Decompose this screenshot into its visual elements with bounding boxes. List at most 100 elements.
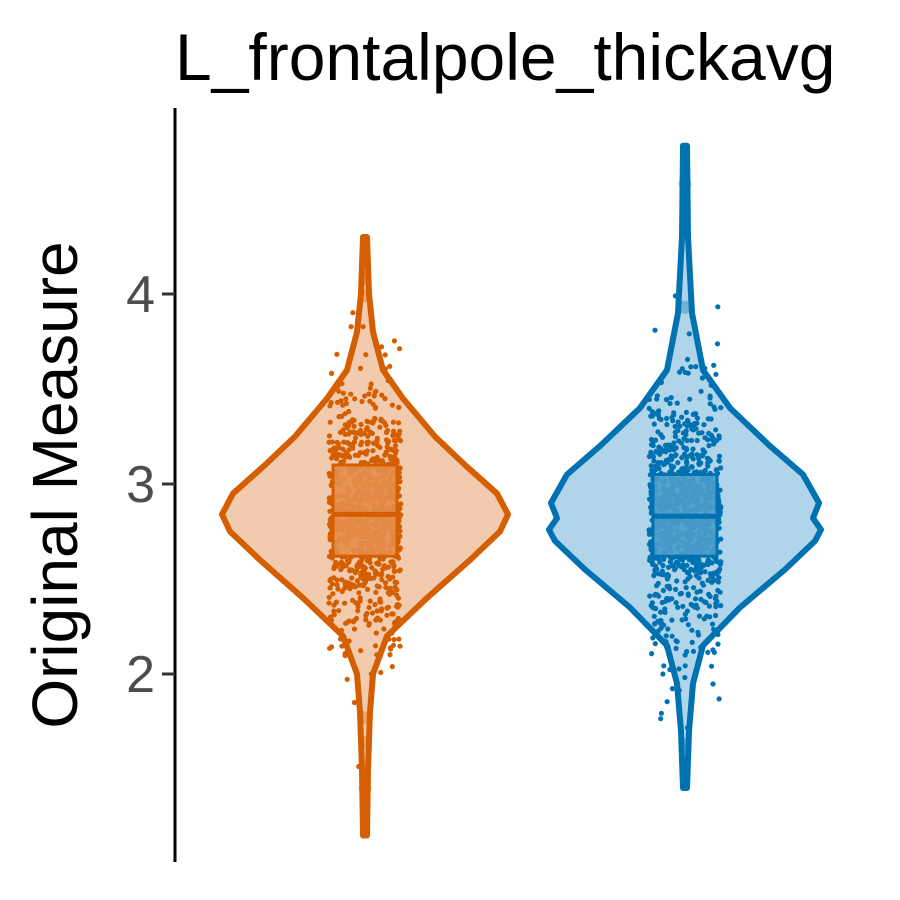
jitter-point [391,338,397,344]
jitter-point [326,495,332,501]
y-tick-label: 3 [126,456,155,514]
jitter-point [348,391,354,397]
jitter-point [361,563,367,570]
jitter-point [714,559,720,565]
jitter-point [343,396,349,402]
jitter-point [684,562,690,568]
jitter-point [379,392,385,398]
jitter-point [349,575,355,581]
jitter-point [327,419,333,425]
jitter-point [351,699,357,706]
jitter-point [391,437,397,443]
jitter-point [384,612,390,618]
jitter-point [369,430,375,436]
outlier-point [358,272,372,286]
jitter-point [390,590,396,596]
jitter-point [334,399,341,405]
jitter-point [339,453,345,459]
jitter-point [398,501,404,507]
jitter-point [371,393,377,399]
outlier-point [678,177,692,191]
jitter-point [650,635,656,641]
jitter-point [377,424,383,430]
jitter-point [344,676,350,682]
jitter-point [329,581,335,587]
jitter-point [355,561,361,567]
jitter-point [352,396,358,402]
jitter-point [364,586,371,593]
jitter-point [387,363,393,369]
jitter-point [700,447,706,453]
jitter-point [712,406,718,412]
violin-group [219,234,511,839]
jitter-point [711,441,717,447]
jitter-point [652,592,658,598]
jitter-point [664,415,670,422]
jitter-point [649,409,655,415]
jitter-point [683,458,690,464]
jitter-point [389,402,395,408]
jitter-point [362,393,368,399]
jitter-point [649,600,655,606]
jitter-point [716,458,722,464]
jitter-point [690,446,696,452]
jitter-point [354,578,360,584]
jitter-point [651,458,657,464]
jitter-point [374,583,380,589]
jitter-point [653,448,659,454]
jitter-point [360,324,366,330]
jitter-point [676,666,682,672]
jitter-point [700,453,706,459]
jitter-point [705,437,711,443]
jitter-point [679,366,685,372]
jitter-point [652,621,658,627]
jitter-point [353,600,359,606]
jitter-point [699,375,706,381]
jitter-point [328,400,334,406]
jitter-point [368,419,374,425]
jitter-point [673,645,679,652]
jitter-point [649,451,655,457]
jitter-point [358,442,364,448]
jitter-point [718,536,724,542]
jitter-point [677,591,683,597]
jitter-point [334,439,340,445]
jitter-point [395,615,401,622]
jitter-point [690,648,697,655]
jitter-point [363,617,369,623]
jitter-point [391,637,397,643]
jitter-point [392,568,398,575]
jitter-point [371,575,377,581]
jitter-point [683,585,689,591]
jitter-point [357,365,364,371]
jitter-point [706,443,712,449]
outlier-point [678,737,692,751]
jitter-point [327,473,333,479]
jitter-point [330,452,336,458]
jitter-point [656,593,662,599]
jitter-point [698,388,704,394]
jitter-point [664,576,671,582]
jitter-point [658,432,664,438]
jitter-point [704,559,711,565]
jitter-point [385,440,391,446]
jitter-point [331,575,337,581]
jitter-point [660,671,666,677]
jitter-point [715,569,722,575]
jitter-point [652,327,658,333]
jitter-point [396,420,402,426]
jitter-point [385,590,391,596]
jitter-point [658,710,665,716]
jitter-point [382,580,389,586]
violin-outline [219,234,511,839]
jitter-point [715,641,721,647]
jitter-point [654,393,661,399]
jitter-point [382,352,388,358]
outlier-point [358,711,372,725]
jitter-point [661,622,667,628]
jitter-point [648,413,654,419]
jitter-point [389,664,395,670]
jitter-point [351,423,357,429]
y-tick-label: 2 [126,646,155,704]
chart-title: L_frontalpole_thickavg [175,20,835,94]
